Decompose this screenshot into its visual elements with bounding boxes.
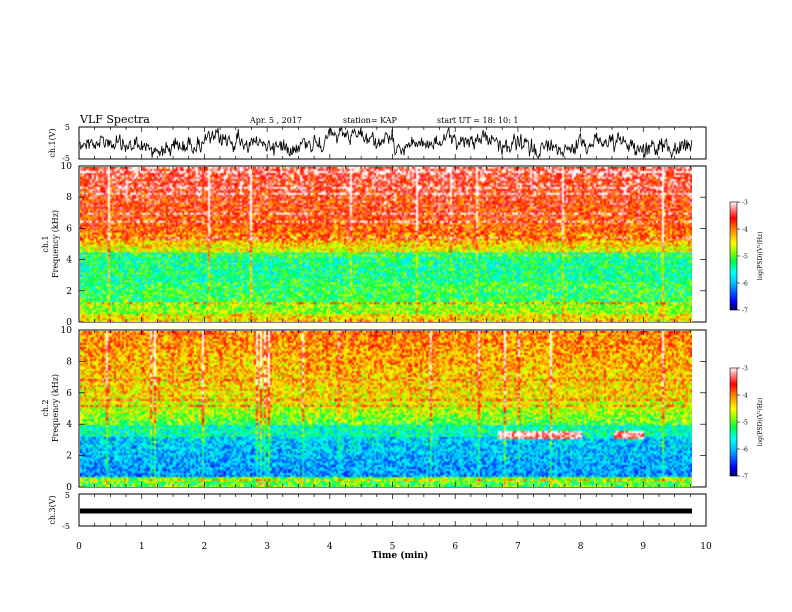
x-tick-label: 6 bbox=[452, 542, 458, 552]
y-tick-label: 10 bbox=[61, 162, 73, 172]
x-tick-label: 1 bbox=[139, 542, 145, 552]
x-tick-label: 0 bbox=[76, 542, 82, 552]
y-tick-label: 2 bbox=[66, 287, 72, 297]
x-tick-label: 7 bbox=[515, 542, 521, 552]
ch1-colorbar: -3 -4 -5 -6 -7 log(PSD)(V²/Hz) bbox=[729, 200, 764, 315]
header-station: station= KAP bbox=[343, 116, 398, 125]
ch1-waveform-panel: 5 -5 ch.1(V) bbox=[48, 123, 707, 163]
colorbar-tick-label: -4 bbox=[742, 227, 748, 234]
colorbar-tick-label: -3 bbox=[742, 366, 748, 373]
time-axis-ticks bbox=[78, 127, 707, 526]
ch1-spectrogram-ylabel-line2: Frequency (kHz) bbox=[51, 210, 60, 278]
x-tick-label: 10 bbox=[700, 542, 712, 552]
ch2-spectrogram-yticks: 0 2 4 6 8 10 bbox=[61, 326, 706, 493]
ch2-colorbar-ticks: -3 -4 -5 -6 -7 bbox=[737, 366, 748, 481]
ch1-waveform-ylabel: ch.1(V) bbox=[48, 128, 57, 157]
y-tick-label: 0 bbox=[66, 483, 72, 493]
colorbar-tick-label: -7 bbox=[742, 308, 748, 315]
ch1-spectrogram-yticks: 0 2 4 6 8 10 bbox=[61, 162, 706, 328]
colorbar-tick-label: -5 bbox=[742, 420, 748, 427]
y-tick-label: 8 bbox=[66, 357, 72, 367]
ch3-ytick-top: 5 bbox=[65, 491, 70, 500]
colorbar-tick-label: -5 bbox=[742, 254, 748, 261]
ch2-spectrogram-ylabel-line1: ch.2 bbox=[41, 399, 50, 416]
y-tick-label: 2 bbox=[66, 452, 72, 462]
ch2-spectrogram-ylabel-line2: Frequency (kHz) bbox=[51, 374, 60, 442]
y-tick-label: 8 bbox=[66, 193, 72, 203]
ch1-colorbar-label: log(PSD)(V²/Hz) bbox=[757, 232, 764, 281]
y-tick-label: 4 bbox=[66, 420, 72, 430]
ch2-colorbar-gradient bbox=[729, 367, 738, 477]
ch1-ytick-top: 5 bbox=[65, 123, 70, 132]
ch1-spectrogram-image bbox=[80, 167, 692, 322]
ch1-colorbar-gradient bbox=[729, 201, 738, 311]
y-tick-label: 6 bbox=[66, 389, 72, 399]
header-start-time: start UT = 18: 10: 1 bbox=[437, 116, 518, 125]
y-tick-label: 6 bbox=[66, 224, 72, 234]
figure-header: VLF Spectra Apr. 5 , 2017 station= KAP s… bbox=[79, 113, 518, 126]
ch2-spectrogram-image bbox=[80, 331, 692, 487]
colorbar-tick-label: -6 bbox=[742, 447, 748, 454]
ch1-ytick-bottom: -5 bbox=[62, 154, 70, 163]
time-axis-tick-labels: 0 1 2 3 4 5 6 7 8 9 10 bbox=[76, 542, 712, 552]
colorbar-tick-label: -7 bbox=[742, 474, 748, 481]
ch1-spectrogram-panel: 0 2 4 6 8 10 ch.1 Frequency (kHz) bbox=[41, 162, 707, 328]
figure-title: VLF Spectra bbox=[79, 113, 150, 126]
ch1-colorbar-ticks: -3 -4 -5 -6 -7 bbox=[737, 200, 748, 315]
colorbar-tick-label: -4 bbox=[742, 393, 748, 400]
x-tick-label: 5 bbox=[390, 542, 396, 552]
y-tick-label: 10 bbox=[61, 326, 73, 336]
ch3-waveform-ylabel: ch.3(V) bbox=[48, 495, 57, 524]
y-tick-label: 0 bbox=[66, 318, 72, 328]
ch2-spectrogram-panel: 0 2 4 6 8 10 ch.2 Frequency (kHz) bbox=[41, 326, 707, 493]
ch1-waveform-line bbox=[79, 126, 693, 159]
colorbar-tick-label: -6 bbox=[742, 281, 748, 288]
ch3-ytick-bottom: -5 bbox=[62, 522, 70, 531]
y-tick-label: 4 bbox=[66, 256, 72, 266]
header-date: Apr. 5 , 2017 bbox=[249, 116, 302, 125]
x-tick-label: 2 bbox=[202, 542, 208, 552]
x-tick-label: 3 bbox=[264, 542, 270, 552]
ch1-spectrogram-ylabel-line1: ch.1 bbox=[41, 235, 50, 252]
x-tick-label: 9 bbox=[640, 542, 646, 552]
x-tick-label: 4 bbox=[327, 542, 333, 552]
ch2-colorbar: -3 -4 -5 -6 -7 log(PSD)(V²/Hz) bbox=[729, 366, 764, 481]
time-axis-label: Time (min) bbox=[372, 550, 429, 561]
ch2-colorbar-label: log(PSD)(V²/Hz) bbox=[757, 398, 764, 447]
colorbar-tick-label: -3 bbox=[742, 200, 748, 207]
x-tick-label: 8 bbox=[578, 542, 584, 552]
